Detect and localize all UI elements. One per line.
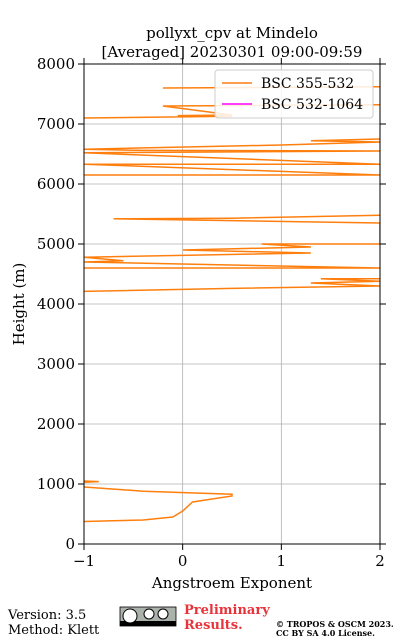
legend-label: BSC 355-532 [261,76,354,92]
chart-title: pollyxt_cpv at Mindelo [146,24,318,42]
y-tick-label: 8000 [37,55,75,73]
y-tick-label: 6000 [37,175,75,193]
series-line [84,86,380,523]
y-tick-label: 1000 [37,475,75,493]
legend-label: BSC 532-1064 [261,97,363,113]
lines [84,86,380,523]
y-tick-label: 3000 [37,355,75,373]
y-tick-label: 5000 [37,235,75,253]
y-tick-label: 4000 [37,295,75,313]
method: Method: Klett [8,623,100,638]
version: Version: 3.5 [7,608,86,623]
grid [83,63,381,545]
chart-subtitle: [Averaged] 20230301 09:00-09:59 [102,43,363,61]
cc-badge [119,606,177,627]
x-tick-label: 2 [375,552,385,570]
license: CC BY SA 4.0 License. [276,628,375,638]
preliminary: Preliminary Results. [184,603,270,633]
x-tick-label: −1 [73,552,95,570]
x-tick-label: 0 [178,552,188,570]
x-tick-label: 1 [277,552,287,570]
copyright: © TROPOS & OSCM 2023. [276,619,394,629]
y-axis-label: Height (m) [10,263,28,346]
y-tick-label: 2000 [37,415,75,433]
y-tick-label: 7000 [37,115,75,133]
legend-box [214,69,374,119]
legend: BSC 355-532 BSC 532-1064 [214,69,374,119]
y-tick-label: 0 [65,535,75,553]
x-axis-label: Angstroem Exponent [151,574,312,592]
